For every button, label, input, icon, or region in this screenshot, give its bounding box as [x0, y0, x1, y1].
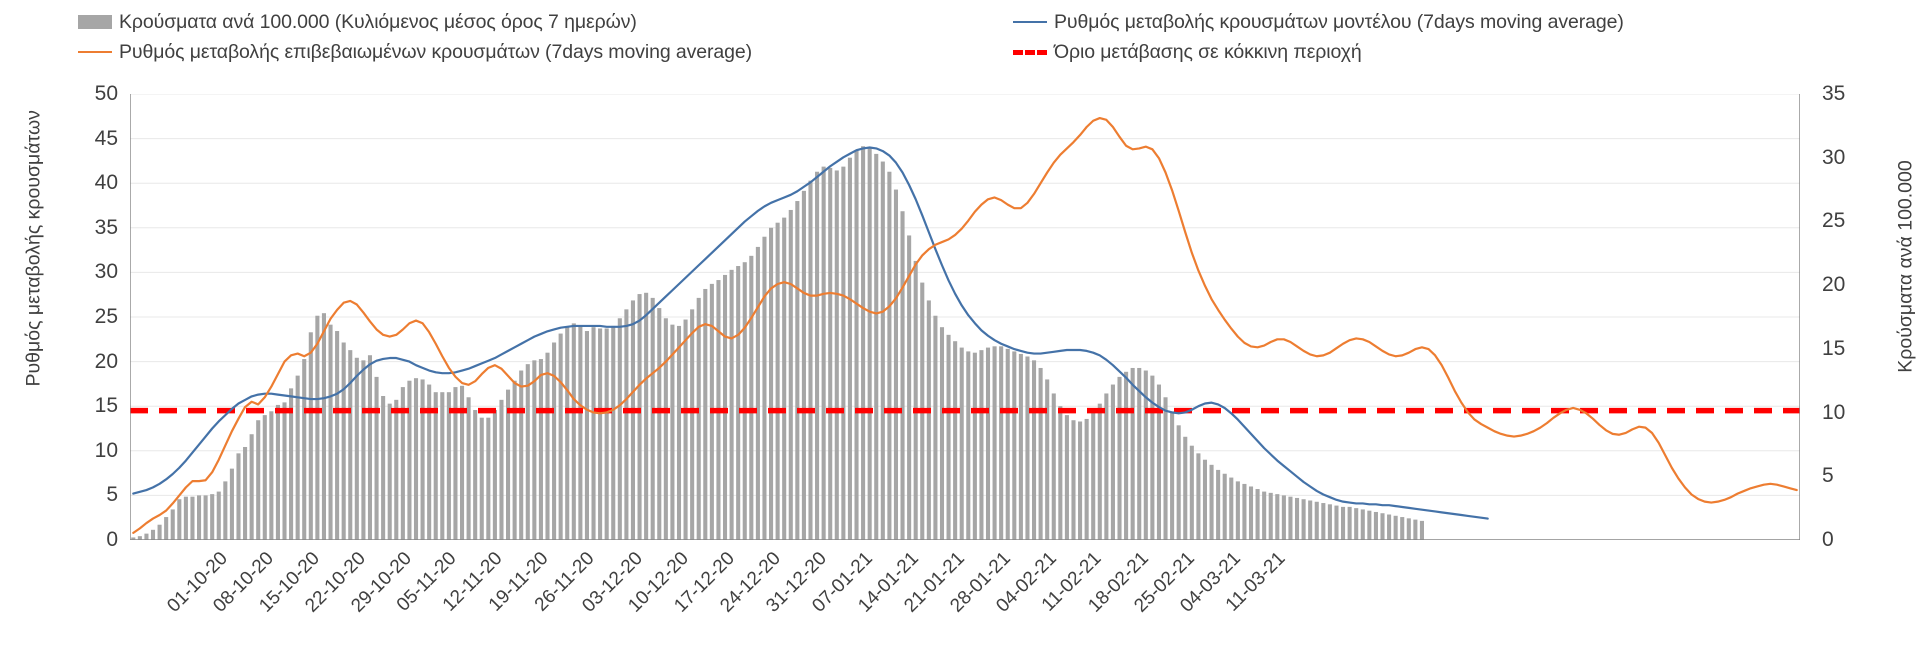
plot-area — [130, 94, 1800, 540]
plot-svg — [130, 94, 1800, 540]
y-axis-right-tick-label: 30 — [1822, 145, 1846, 169]
gridlines — [130, 94, 1800, 496]
y-axis-left-tick-label: 25 — [94, 305, 118, 328]
legend-item-model-line[interactable]: Ρυθμός μεταβολής κρουσμάτων μοντέλου (7d… — [1013, 8, 1624, 36]
y-axis-left-tick-label: 0 — [106, 528, 118, 551]
y-axis-left-tick-label: 5 — [106, 483, 118, 507]
y-axis-right-tick-label: 25 — [1822, 209, 1846, 233]
y-axis-right-tick-label: 10 — [1822, 400, 1846, 424]
y-axis-left-tick-label: 40 — [94, 171, 118, 195]
dashed-swatch-icon — [1013, 49, 1047, 55]
line-series — [132, 116, 1798, 534]
bar-swatch-icon — [78, 15, 112, 29]
line-swatch-icon-model — [1013, 21, 1047, 23]
legend-item-confirmed-line[interactable]: Ρυθμός μεταβολής επιβεβαιωμένων κρουσμάτ… — [78, 38, 752, 66]
y-axis-right-title: Κρούσματα ανά 100.000 — [1894, 160, 1917, 373]
legend-label-threshold: Όριο μετάβασης σε κόκκινη περιοχή — [1054, 40, 1362, 63]
legend-label-confirmed-line: Ρυθμός μεταβολής επιβεβαιωμένων κρουσμάτ… — [119, 40, 753, 63]
legend-label-bars: Κρούσματα ανά 100.000 (Κυλιόμενος μέσος … — [119, 10, 637, 33]
legend-item-bars[interactable]: Κρούσματα ανά 100.000 (Κυλιόμενος μέσος … — [78, 8, 637, 36]
legend-label-model-line: Ρυθμός μεταβολής κρουσμάτων μοντέλου (7d… — [1054, 10, 1624, 33]
y-axis-right-tick-label: 15 — [1822, 336, 1846, 360]
y-axis-left-tick-label: 20 — [94, 349, 118, 373]
y-axis-left-tick-label: 15 — [94, 394, 118, 418]
line-swatch-icon-confirmed — [78, 51, 112, 53]
y-axis-right-tick-label: 35 — [1822, 82, 1846, 105]
y-axis-left-tick-label: 45 — [94, 126, 118, 150]
y-axis-left-tick-label: 30 — [94, 260, 118, 284]
y-axis-right-tick-label: 5 — [1822, 464, 1834, 488]
y-axis-left-tick-label: 35 — [94, 215, 118, 239]
chart-legend: Κρούσματα ανά 100.000 (Κυλιόμενος μέσος … — [0, 4, 1920, 64]
y-axis-right-tick-label: 20 — [1822, 273, 1846, 297]
legend-item-threshold[interactable]: Όριο μετάβασης σε κόκκινη περιοχή — [1013, 38, 1362, 66]
y-axis-left-tick-label: 50 — [94, 82, 118, 105]
y-axis-left-tick-label: 10 — [94, 438, 118, 462]
bar-series — [131, 146, 1424, 540]
y-axis-right-tick-label: 0 — [1822, 528, 1834, 551]
y-axis-left-title: Ρυθμός μεταβολής κρουσμάτων — [22, 110, 45, 387]
